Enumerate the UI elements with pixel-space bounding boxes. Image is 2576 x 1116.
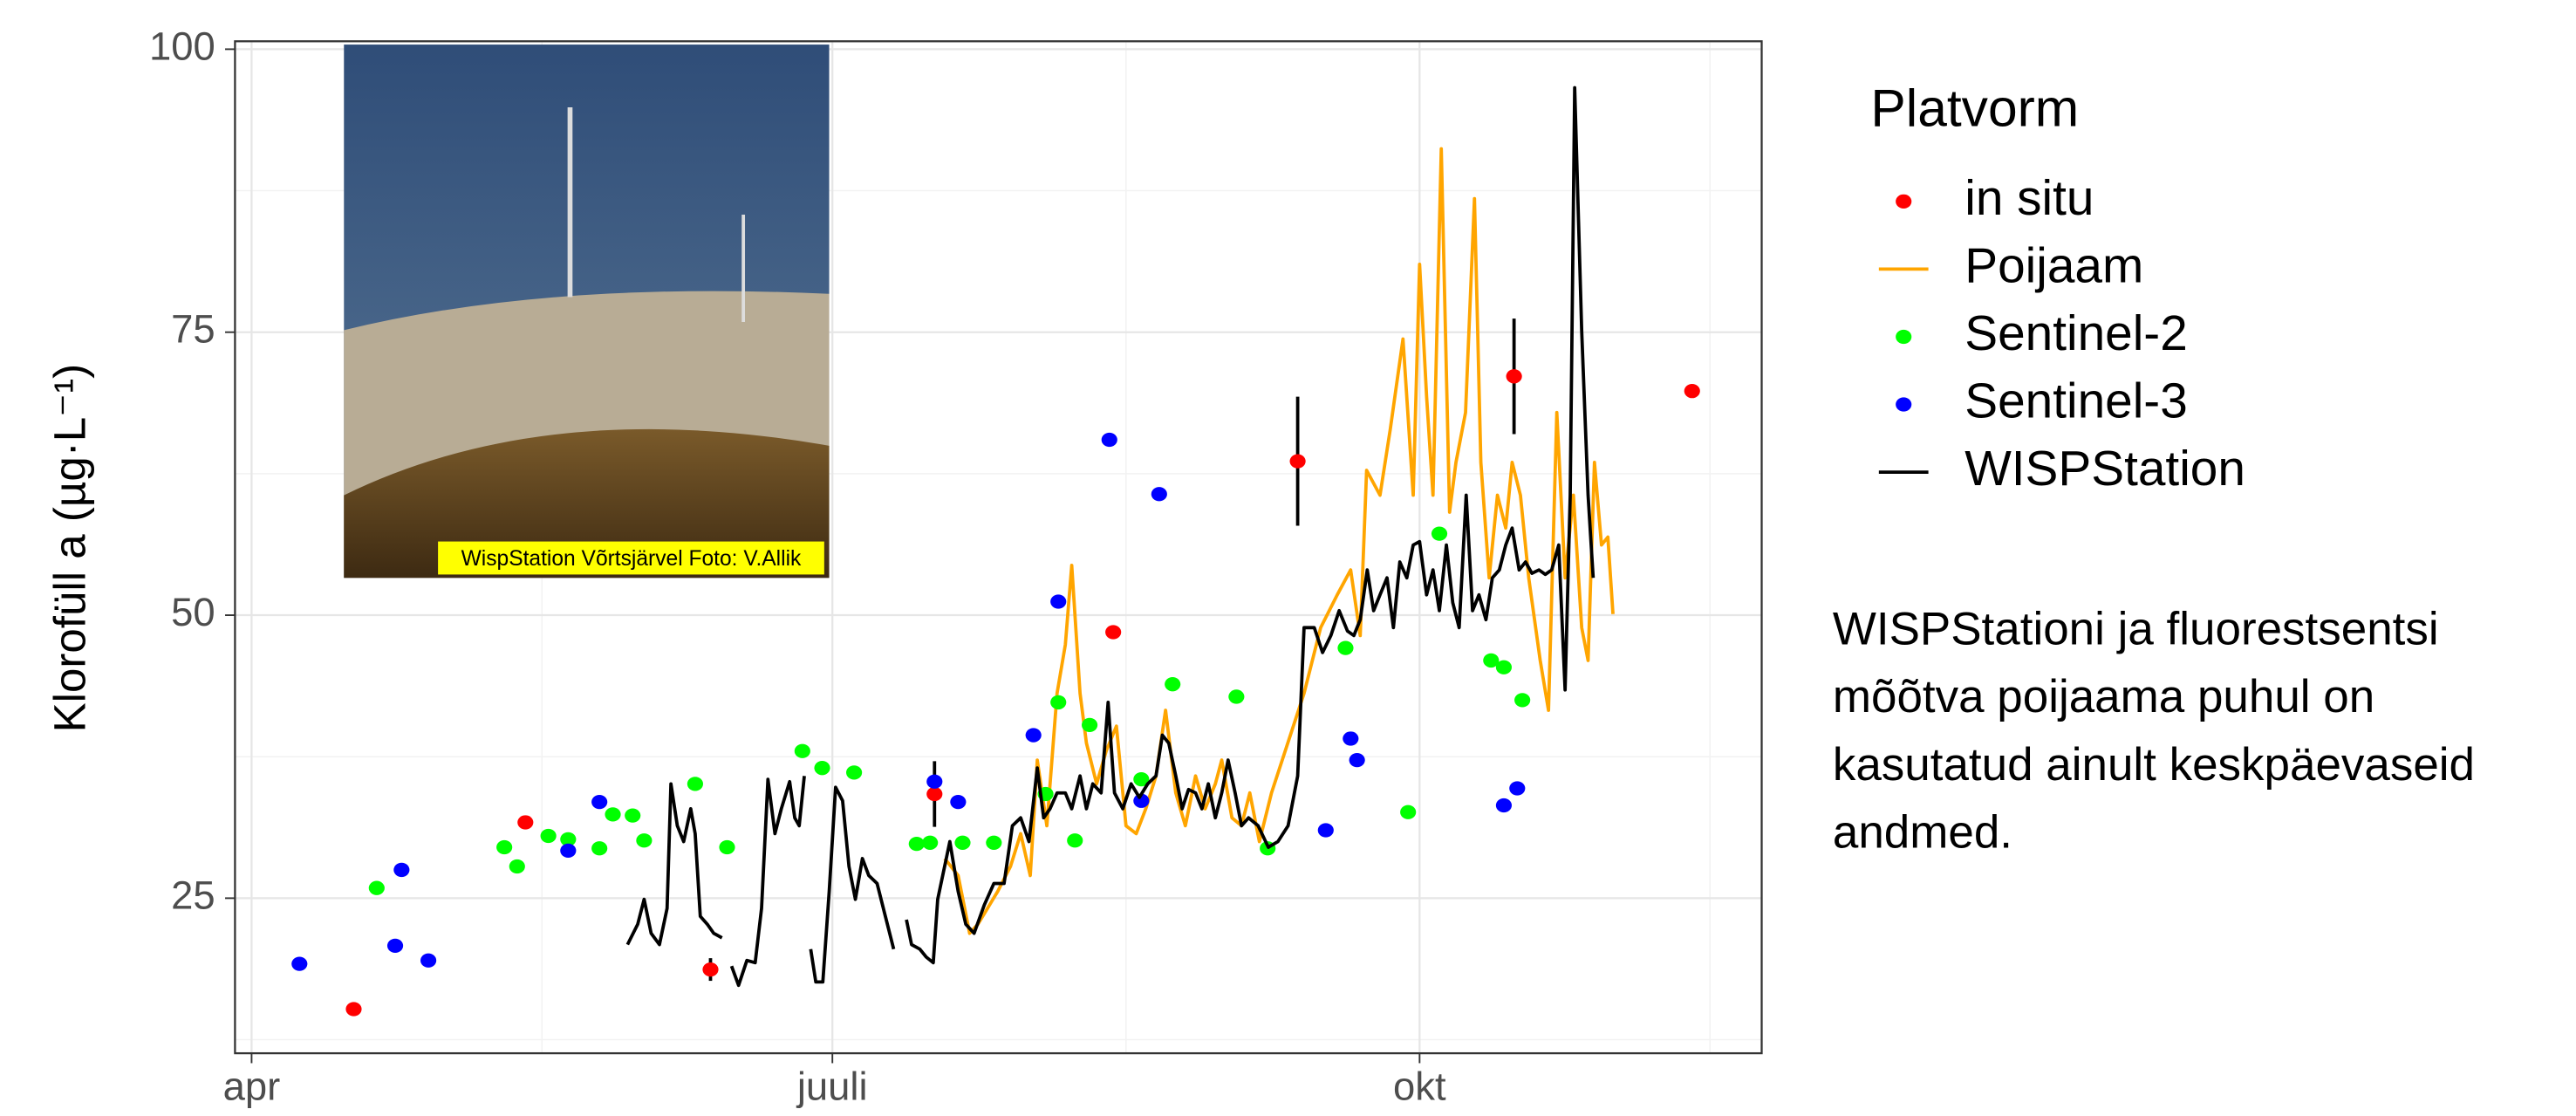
data-point — [954, 836, 970, 850]
data-point — [1026, 728, 1042, 742]
note-text: kasutatud ainult keskpäevaseid — [1833, 739, 2475, 791]
data-point — [1228, 689, 1244, 703]
data-point — [702, 962, 718, 976]
chart: WispStation Võrtsjärvel Foto: V.Allik Kl… — [0, 0, 2576, 1116]
data-point — [517, 815, 533, 829]
inset-caption: WispStation Võrtsjärvel Foto: V.Allik — [461, 547, 802, 571]
data-point — [591, 795, 607, 809]
data-point — [387, 939, 403, 953]
data-point — [1165, 677, 1180, 691]
data-point — [1318, 823, 1334, 837]
y-tick-label: 100 — [149, 24, 215, 68]
data-point — [605, 807, 620, 821]
legend-label: in situ — [1964, 171, 2094, 226]
data-point — [986, 836, 1001, 850]
data-point — [560, 844, 576, 858]
data-point — [814, 761, 830, 775]
legend-label: Sentinel-3 — [1964, 374, 2188, 429]
data-point — [1105, 625, 1121, 639]
data-point — [1151, 487, 1167, 501]
data-point — [795, 744, 810, 758]
data-point — [541, 829, 557, 843]
data-point — [345, 1002, 361, 1016]
page: WispStation Võrtsjärvel Foto: V.Allik Kl… — [0, 0, 2576, 1116]
legend-label: Sentinel-2 — [1964, 306, 2188, 361]
data-point — [1343, 731, 1358, 745]
data-point — [1102, 433, 1117, 447]
data-point — [591, 841, 607, 855]
data-point — [909, 837, 925, 851]
y-tick-label: 25 — [171, 873, 215, 917]
data-point — [420, 954, 436, 968]
y-tick-label: 50 — [171, 590, 215, 634]
data-point — [926, 787, 942, 801]
data-point — [1337, 641, 1353, 655]
legend-key — [1896, 397, 1911, 411]
data-point — [1067, 833, 1083, 847]
data-point — [291, 956, 307, 970]
data-point — [846, 765, 862, 779]
legend-key — [1896, 330, 1911, 344]
data-point — [1684, 384, 1700, 398]
data-point — [625, 809, 640, 823]
data-point — [1496, 798, 1512, 812]
note-text: mõõtva poijaama puhul on — [1833, 671, 2374, 722]
y-tick-label: 75 — [171, 307, 215, 352]
inset-photo: WispStation Võrtsjärvel Foto: V.Allik — [344, 45, 829, 578]
data-point — [687, 777, 703, 791]
data-point — [369, 881, 385, 895]
note-text: andmed. — [1833, 806, 2012, 858]
data-point — [1082, 718, 1097, 732]
data-point — [393, 863, 409, 877]
data-point — [1050, 695, 1066, 709]
y-axis-label: Klorofüll a (µg·L⁻¹) — [44, 364, 94, 733]
data-point — [1290, 454, 1306, 468]
data-point — [509, 859, 525, 873]
x-tick-label: okt — [1393, 1065, 1446, 1109]
x-tick-label: juuli — [796, 1065, 868, 1109]
data-point — [1349, 753, 1365, 767]
legend-title: Platvorm — [1870, 79, 2079, 138]
data-point — [636, 833, 652, 847]
data-point — [922, 836, 938, 850]
data-point — [1050, 594, 1066, 608]
data-point — [1400, 805, 1416, 819]
data-point — [719, 840, 735, 854]
data-point — [1509, 781, 1525, 795]
note-text: WISPStationi ja fluorestsentsi — [1833, 604, 2439, 655]
legend-label: WISPStation — [1964, 442, 2245, 496]
data-point — [950, 795, 966, 809]
data-point — [926, 775, 942, 789]
data-point — [1431, 526, 1447, 540]
x-tick-label: apr — [223, 1065, 281, 1109]
data-point — [1514, 693, 1530, 707]
data-point — [1496, 661, 1512, 674]
data-point — [496, 840, 512, 854]
legend-label: Poijaam — [1964, 238, 2143, 293]
data-point — [1507, 369, 1522, 383]
legend-key — [1896, 195, 1911, 209]
